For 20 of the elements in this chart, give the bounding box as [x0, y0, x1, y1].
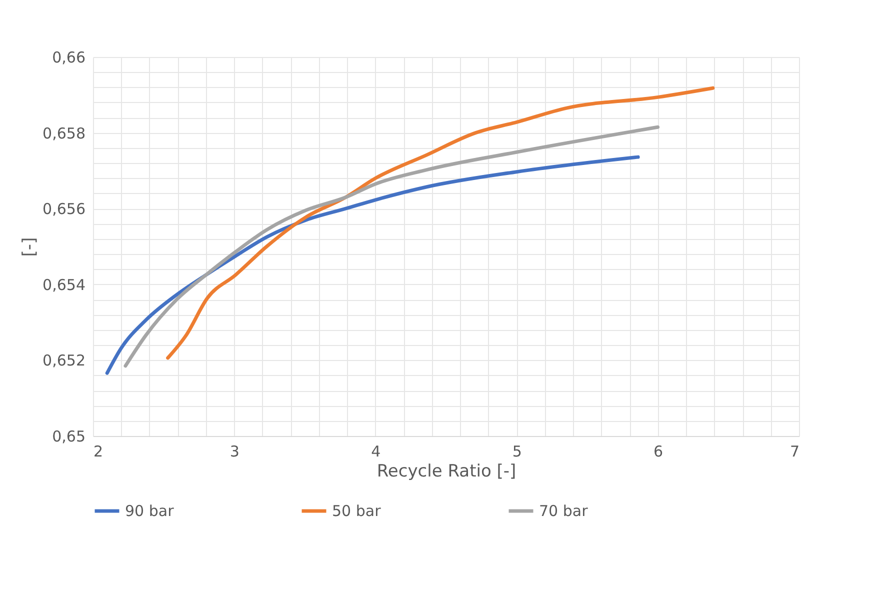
x-tick-label: 3 — [230, 442, 240, 460]
line-series — [124, 125, 660, 368]
x-tick-label: 4 — [371, 442, 381, 460]
legend-label: 90 bar — [125, 502, 175, 520]
x-tick-label: 6 — [654, 442, 664, 460]
x-axis-title: Recycle Ratio [-] — [376, 462, 516, 482]
legend-label: 70 bar — [539, 502, 589, 520]
y-tick-label: 0,652 — [42, 352, 86, 370]
y-tick-label: 0,654 — [42, 276, 86, 294]
x-tick-label: 5 — [512, 442, 522, 460]
line-series — [166, 86, 715, 360]
x-tick-label: 2 — [94, 442, 104, 460]
y-tick-label: 0,65 — [52, 428, 86, 446]
y-tick-label: 0,658 — [42, 124, 86, 142]
y-tick-label: 0,66 — [52, 48, 86, 66]
y-axis-title: [-] — [20, 237, 40, 257]
y-tick-label: 0,656 — [42, 200, 86, 218]
x-tick-label: 7 — [790, 442, 800, 460]
legend-label: 50 bar — [332, 502, 382, 520]
line-series — [105, 155, 640, 375]
